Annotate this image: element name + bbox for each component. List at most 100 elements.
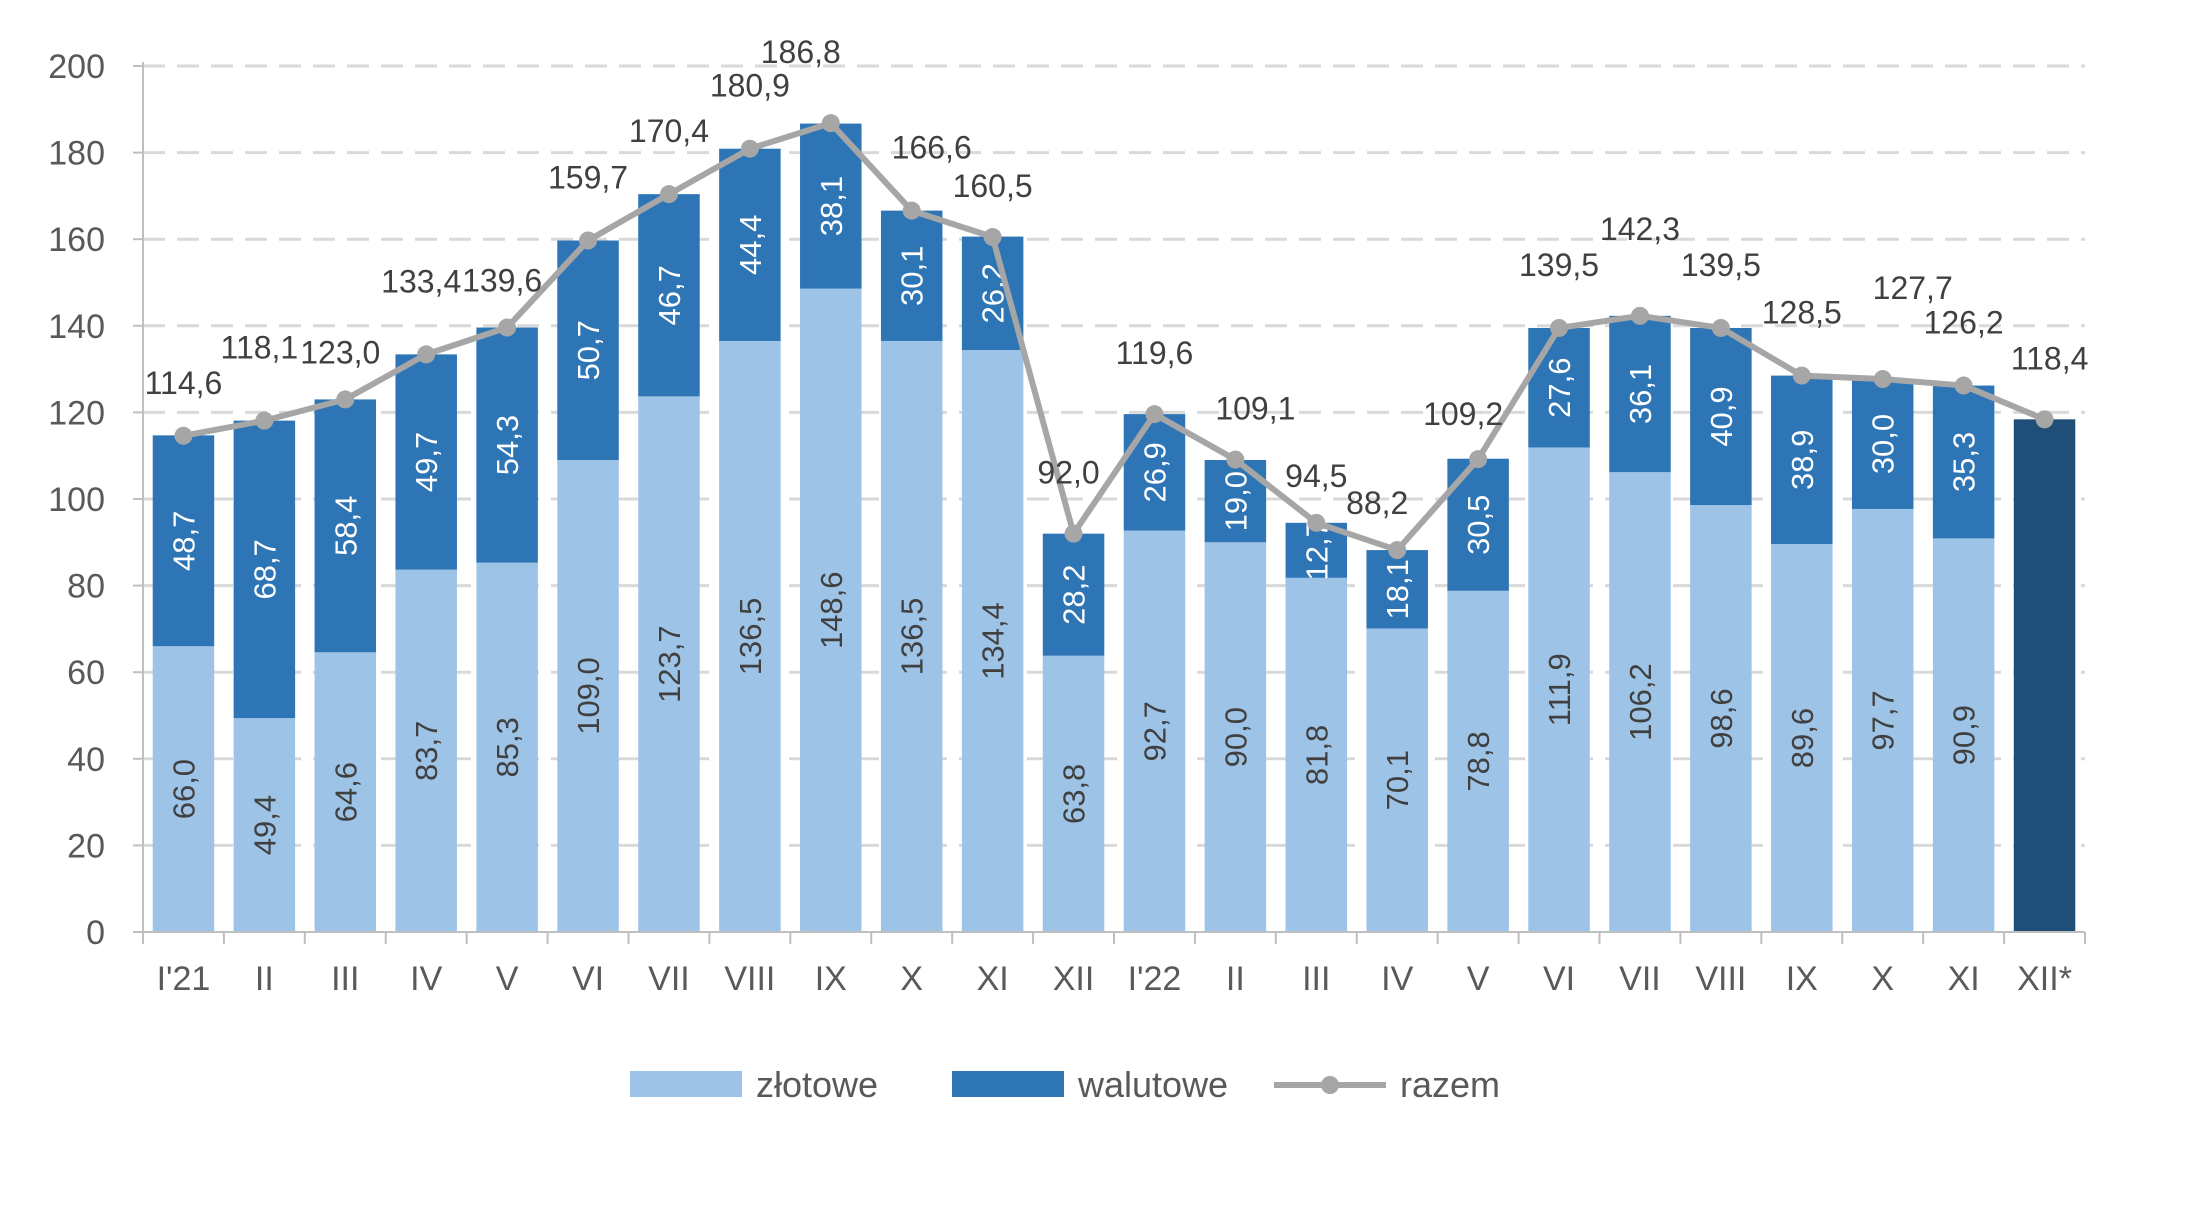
x-tick-label: X: [900, 960, 923, 998]
bar-label-zlotowe: 49,4: [247, 795, 282, 855]
legend-label: złotowe: [756, 1064, 878, 1105]
bar-label-walutowe: 27,6: [1542, 358, 1577, 418]
point-razem: [1064, 524, 1083, 543]
total-label-razem: 133,4: [381, 263, 461, 299]
total-label-razem: 160,5: [953, 168, 1033, 204]
bar-labels: 66,0 48,7 49,4 68,7 64,6 58,4 83,7 49,7 85,3 54,3…: [166, 176, 1981, 855]
legend: złotowe walutowe razem: [630, 1064, 1500, 1105]
point-razem: [1226, 450, 1245, 469]
bar-label-zlotowe: 123,7: [652, 625, 687, 703]
bar-zlotowe: [1123, 530, 1186, 932]
y-tick-label: 180: [48, 135, 105, 173]
total-label-razem: 119,6: [1116, 335, 1194, 371]
x-tick-label: VI: [1543, 960, 1575, 998]
legend-swatch: [630, 1071, 742, 1097]
x-tick-label: X: [1871, 960, 1894, 998]
bar-label-walutowe: 38,1: [814, 176, 849, 236]
point-razem: [1630, 306, 1649, 325]
total-label-razem: 92,0: [1037, 455, 1099, 491]
bar-walutowe: [800, 123, 862, 289]
bar-label-zlotowe: 97,7: [1866, 690, 1901, 750]
total-label-razem: 127,7: [1873, 270, 1953, 306]
bar-label-zlotowe: 106,2: [1623, 663, 1658, 741]
bar-label-walutowe: 68,7: [247, 539, 282, 599]
bar-label-walutowe: 18,1: [1380, 559, 1415, 619]
bar-walutowe: [1042, 533, 1105, 656]
y-tick-label: 60: [67, 654, 105, 692]
bar-label-zlotowe: 66,0: [166, 759, 201, 819]
line-razem: [182, 120, 2046, 554]
x-tick-label: VI: [572, 960, 604, 998]
total-label-razem: 139,5: [1681, 247, 1761, 283]
point-razem: [255, 411, 274, 430]
bar-walutowe: [395, 354, 457, 570]
bar-total-estimate: [2013, 419, 2076, 932]
y-tick-label: 120: [48, 394, 105, 432]
total-label-razem: 159,7: [548, 159, 628, 195]
bar-zlotowe: [1609, 472, 1671, 932]
total-label-razem: 109,2: [1423, 396, 1503, 432]
total-label-razem: 128,5: [1762, 295, 1842, 331]
bars: [152, 123, 2076, 933]
point-razem: [740, 139, 759, 158]
bar-zlotowe: [880, 340, 943, 933]
gridlines: [143, 64, 2085, 847]
x-tick-label: I'22: [1128, 960, 1182, 998]
bar-label-walutowe: 46,7: [652, 265, 687, 325]
point-razem: [2035, 410, 2054, 429]
point-razem: [579, 231, 598, 250]
bar-label-zlotowe: 63,8: [1057, 764, 1092, 824]
point-razem: [659, 185, 678, 204]
point-razem: [498, 318, 517, 337]
bar-label-walutowe: 26,9: [1137, 442, 1172, 502]
total-label-razem: 109,1: [1215, 391, 1295, 427]
bar-zlotowe: [152, 646, 215, 932]
bar-walutowe: [1609, 315, 1671, 473]
point-razem: [1550, 318, 1569, 337]
x-tick-label: II: [255, 960, 274, 998]
bar-label-walutowe: 58,4: [328, 496, 363, 556]
point-razem: [983, 228, 1002, 247]
bar-walutowe: [880, 210, 943, 341]
bar-walutowe: [1690, 327, 1752, 506]
bar-label-zlotowe: 90,0: [1218, 707, 1253, 767]
x-tick-label: VII: [648, 960, 690, 998]
x-tick-label: V: [1467, 960, 1490, 998]
x-tick-label: I'21: [157, 960, 211, 998]
legend-marker: [1321, 1076, 1339, 1094]
bar-zlotowe: [800, 288, 862, 932]
point-razem: [1145, 405, 1164, 424]
total-label-razem: 126,2: [1924, 305, 2004, 341]
bar-label-walutowe: 19,0: [1218, 471, 1253, 531]
total-label-razem: 170,4: [629, 113, 709, 149]
total-label-razem: 118,1: [221, 330, 299, 366]
bar-zlotowe: [1851, 508, 1914, 932]
total-label-razem: 166,6: [892, 130, 972, 166]
total-label-razem: 186,8: [761, 34, 841, 70]
bar-zlotowe: [1042, 655, 1105, 932]
bar-zlotowe: [1447, 590, 1509, 932]
bar-label-zlotowe: 85,3: [490, 717, 525, 777]
bar-walutowe: [152, 435, 215, 647]
bar-zlotowe: [395, 569, 457, 932]
x-tick-label: XII*: [2017, 960, 2072, 998]
bar-zlotowe: [638, 396, 700, 932]
bar-zlotowe: [1771, 544, 1833, 932]
bar-walutowe: [233, 420, 296, 719]
legend-swatch: [952, 1071, 1064, 1097]
legend-label: razem: [1400, 1064, 1500, 1105]
point-razem: [1388, 541, 1407, 560]
total-label-razem: 118,4: [2011, 340, 2089, 376]
bar-label-walutowe: 44,4: [733, 215, 768, 275]
x-tick-label: XII: [1053, 960, 1095, 998]
bar-label-zlotowe: 148,6: [814, 571, 849, 649]
bar-walutowe: [1932, 385, 1995, 539]
y-tick-label: 140: [48, 308, 105, 346]
bar-walutowe: [1771, 375, 1833, 545]
bar-walutowe: [719, 148, 781, 341]
bar-label-walutowe: 30,5: [1461, 495, 1496, 555]
y-tick-label: 200: [48, 48, 105, 86]
y-tick-label: 40: [67, 741, 105, 779]
